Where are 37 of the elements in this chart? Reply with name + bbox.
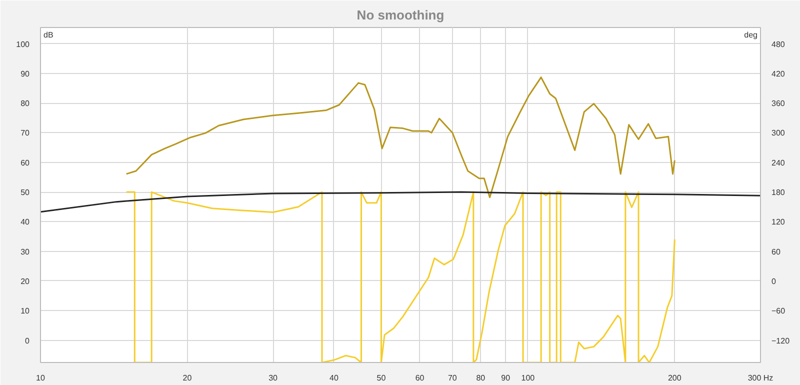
y2-tick-label: 60	[772, 247, 781, 256]
y2-tick-label: 360	[772, 99, 786, 108]
x-tick-label: 90	[501, 374, 511, 382]
y-tick-label: 30	[20, 247, 30, 256]
x-tick-label: 100	[521, 374, 536, 382]
x-tick-label: 20	[182, 374, 192, 382]
y2-tick-label: 480	[772, 40, 786, 49]
y-tick-label: 80	[20, 99, 30, 108]
chart-title: No smoothing	[356, 8, 444, 22]
x-tick-label: 10	[36, 374, 46, 382]
x-tick-label: 40	[330, 374, 339, 382]
x-tick-label: 200	[668, 374, 682, 382]
y-tick-label: 40	[20, 218, 30, 227]
y-tick-label: 90	[20, 69, 30, 78]
x-tick-label: 80	[476, 374, 486, 382]
y2-tick-label: 240	[772, 158, 786, 168]
y2-axis-title: deg	[744, 30, 758, 40]
y-tick-label: 10	[20, 306, 30, 316]
y-tick-label: 50	[20, 188, 30, 198]
y2-tick-label: −120	[772, 336, 790, 346]
y2-tick-label: 0	[772, 276, 776, 286]
x-tick-label: 60	[415, 374, 425, 382]
y2-tick-label: 180	[772, 188, 786, 198]
y2-tick-label: 300	[772, 128, 786, 138]
y2-tick-label: −60	[772, 306, 786, 316]
y2-tick-label: 120	[772, 218, 786, 227]
y-axis-title: dB	[44, 30, 54, 40]
y-tick-label: 70	[20, 128, 30, 138]
y-tick-label: 0	[25, 336, 30, 346]
y2-tick-label: 420	[772, 69, 786, 78]
x-tick-label: 70	[448, 374, 458, 382]
y-tick-label: 100	[16, 40, 30, 49]
x-tick-label: 300 Hz	[748, 374, 774, 382]
y-tick-label: 60	[20, 158, 30, 168]
y-tick-label: 20	[20, 276, 30, 286]
x-tick-label: 30	[268, 374, 278, 382]
x-tick-label: 50	[376, 374, 386, 382]
